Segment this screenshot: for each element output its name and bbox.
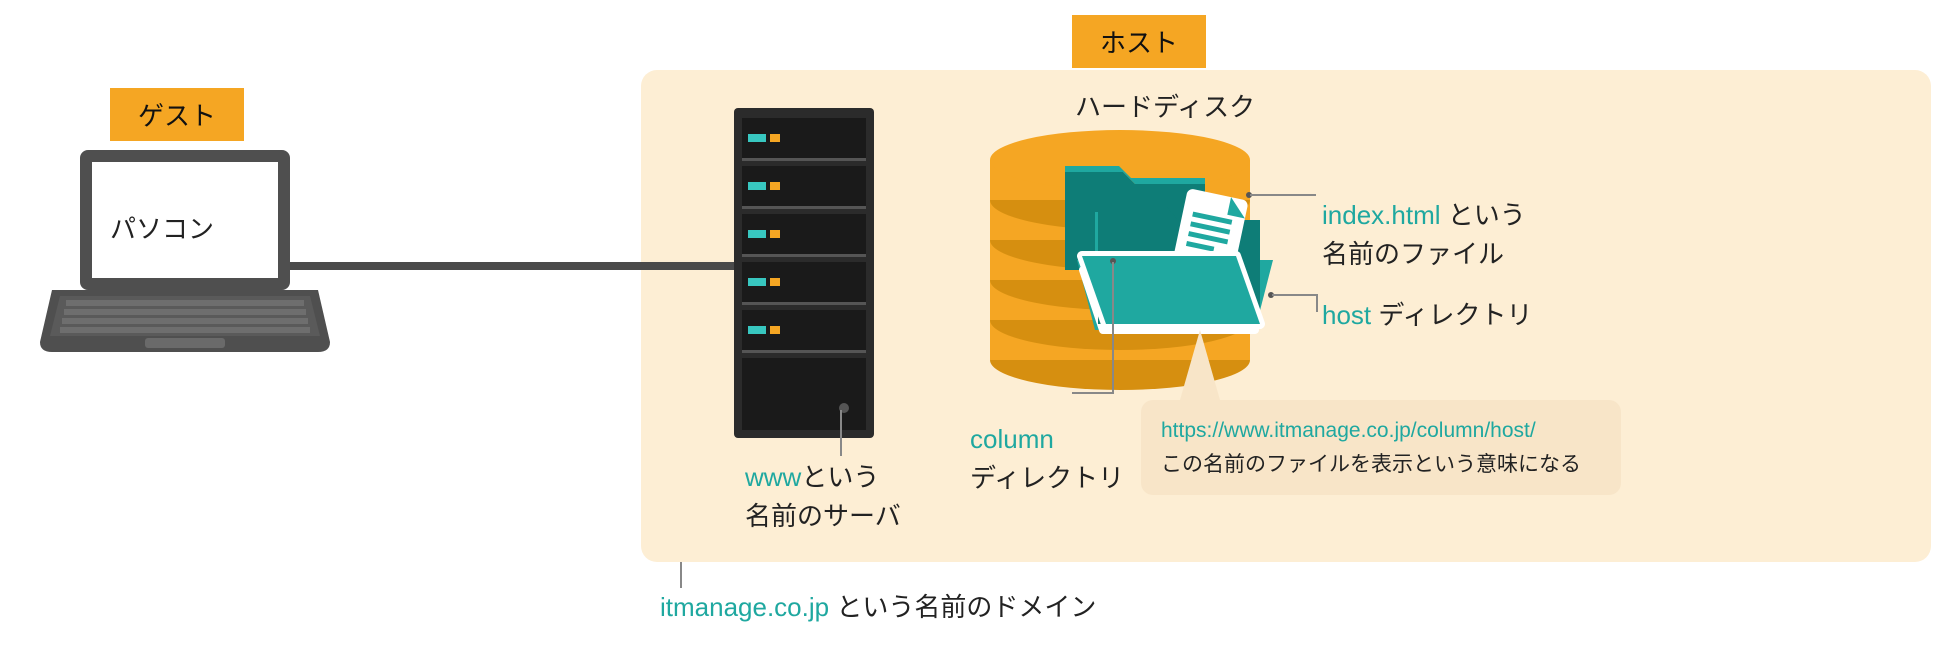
url-desc: この名前のファイルを表示という意味になる [1161,448,1601,482]
file-label: index.html という名前のファイル [1322,196,1526,274]
domain-label-rest: という名前のドメイン [829,592,1096,622]
url-line: https://www.itmanage.co.jp/column/host/ [1161,414,1601,448]
column-leader-h [1072,392,1114,394]
disk-title: ハードディスク [1075,88,1255,127]
file-label-teal: index.html [1322,200,1441,230]
hostdir-rest: ディレクトリ [1371,300,1532,330]
url-pointer [1170,330,1230,410]
server-label-teal: www [745,462,801,492]
laptop-label: パソコン [110,210,214,249]
disk-icon [970,130,1310,410]
network-cable [258,262,738,270]
column-teal: column [970,424,1054,454]
column-rest: ディレクトリ [970,463,1124,493]
host-badge: ホスト [1072,15,1206,68]
hostdir-leader-h [1272,294,1316,296]
column-leader-v [1112,262,1114,392]
guest-badge: ゲスト [110,88,244,141]
server-label: wwwという名前のサーバ [745,458,901,536]
column-label: column ディレクトリ [970,420,1124,498]
url-box: https://www.itmanage.co.jp/column/host/ … [1141,400,1621,495]
host-badge-label: ホスト [1100,28,1178,58]
file-leader-h [1250,194,1316,196]
guest-badge-label: ゲスト [138,101,216,131]
hostdir-leader-v [1316,294,1318,312]
domain-label: itmanage.co.jp という名前のドメイン [660,588,1096,627]
hostdir-teal: host [1322,300,1371,330]
server-icon [734,108,874,438]
domain-label-teal: itmanage.co.jp [660,592,829,622]
laptop-icon [40,150,330,360]
domain-leader [680,562,682,588]
hostdir-label: host ディレクトリ [1322,296,1533,335]
server-leader [840,410,842,456]
